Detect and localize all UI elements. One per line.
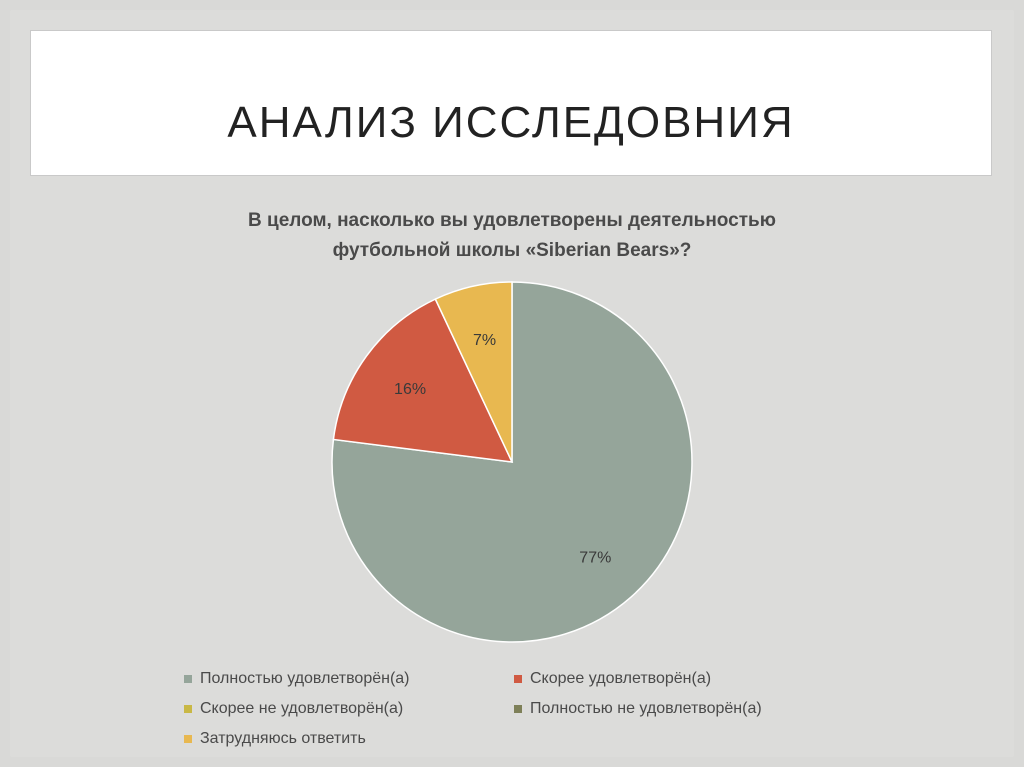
legend-item-rather-satisfied: Скорее удовлетворён(а) xyxy=(514,664,874,694)
legend-item-fully-unsatisfied: Полностью не удовлетворён(а) xyxy=(514,694,874,724)
chart-legend: Полностью удовлетворён(а) Скорее удовлет… xyxy=(184,664,884,754)
data-label-hard-to-say: 7% xyxy=(473,332,496,349)
pie-slice-hard-to-say xyxy=(434,281,513,463)
chart-title-line-1: В целом, насколько вы удовлетворены деят… xyxy=(248,210,776,231)
data-label-rather-satisfied: 16% xyxy=(394,381,426,398)
legend-label: Скорее удовлетворён(а) xyxy=(530,670,712,687)
legend-label: Затрудняюсь ответить xyxy=(200,730,366,747)
legend-item-fully-satisfied: Полностью удовлетворён(а) xyxy=(184,664,514,694)
title-box: АНАЛИЗ ИССЛЕДОВНИЯ xyxy=(30,30,992,176)
legend-item-rather-unsatisfied: Скорее не удовлетворён(а) xyxy=(184,694,514,724)
legend-swatch xyxy=(184,675,192,683)
legend-swatch xyxy=(184,735,192,743)
legend-swatch xyxy=(514,675,522,683)
pie-slice-rather-satisfied xyxy=(332,298,514,463)
legend-label: Полностью не удовлетворён(а) xyxy=(530,700,762,717)
legend-label: Полностью удовлетворён(а) xyxy=(200,670,410,687)
slide-title: АНАЛИЗ ИССЛЕДОВНИЯ xyxy=(227,98,795,147)
pie-slice-fully-satisfied xyxy=(331,281,693,643)
legend-label: Скорее не удовлетворён(а) xyxy=(200,700,404,717)
legend-swatch xyxy=(184,705,192,713)
chart-title-line-2: футбольной школы «Siberian Bears»? xyxy=(332,240,692,261)
legend-swatch xyxy=(514,705,522,713)
chart-title: В целом, насколько вы удовлетворены деят… xyxy=(120,206,904,266)
legend-item-hard-to-say: Затрудняюсь ответить xyxy=(184,724,514,754)
data-label-fully-satisfied: 77% xyxy=(579,550,611,567)
